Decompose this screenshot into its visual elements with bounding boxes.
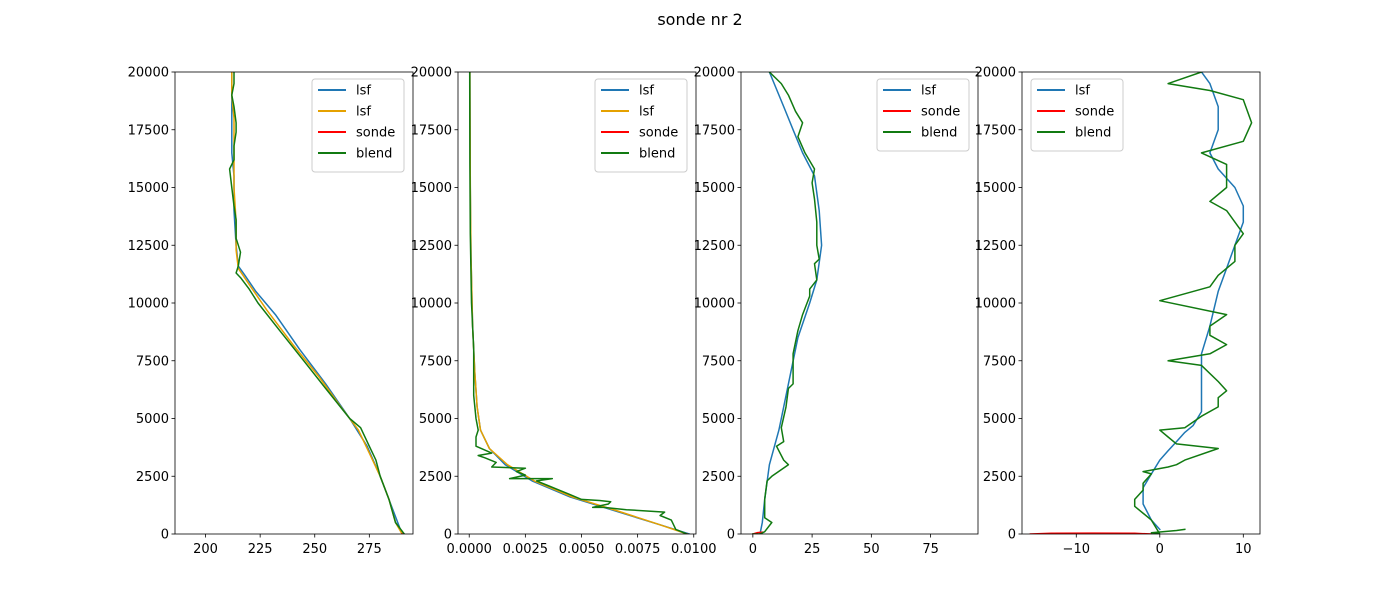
y-tick-label: 10000: [694, 297, 735, 312]
y-tick-label: 12500: [975, 239, 1016, 254]
series-line-blend: [1133, 72, 1253, 534]
y-tick-label: 5000: [702, 412, 735, 427]
subplot-1: 0 2500 5000 7500 10000 12500 15000 17500 20000 20…: [128, 66, 414, 557]
legend-label: sonde: [1075, 105, 1114, 120]
y-tick-label: 7500: [983, 354, 1016, 369]
x-tick-label: 0.0025: [503, 542, 549, 557]
x-tick-label: 25: [804, 542, 821, 557]
figure-title: sonde nr 2: [657, 10, 743, 29]
legend-label: sonde: [921, 105, 960, 120]
series-group: [468, 72, 691, 534]
y-tick-label: 20000: [975, 66, 1016, 81]
legend-label: blend: [1075, 126, 1111, 141]
y-tick-label: 2500: [983, 470, 1016, 485]
legend-label: blend: [639, 147, 675, 162]
subplot-3: 0 2500 5000 7500 10000 12500 15000 17500 20000 0 2…: [694, 66, 979, 557]
y-tick-label: 10000: [411, 297, 452, 312]
legend: lsf lsf sonde blend: [594, 78, 688, 173]
legend-box: [594, 78, 688, 173]
series-line-lsf: [1142, 72, 1245, 531]
y-tick-label: 12500: [411, 239, 452, 254]
legend-label: sonde: [356, 126, 395, 141]
x-tick-label: 0: [749, 542, 757, 557]
y-tick-label: 20000: [411, 66, 452, 81]
y-tick-label: 0: [444, 528, 452, 543]
legend-label: lsf: [356, 84, 371, 99]
legend-label: lsf: [356, 105, 371, 120]
y-tick-label: 17500: [975, 123, 1016, 138]
y-tick-label: 17500: [694, 123, 735, 138]
legend: lsf sonde blend: [1030, 78, 1124, 152]
series-group: [751, 72, 823, 534]
legend-box: [311, 78, 405, 173]
legend-label: sonde: [639, 126, 678, 141]
y-tick-label: 15000: [411, 181, 452, 196]
y-tick-label: 2500: [419, 470, 452, 485]
x-tick-label: 250: [302, 542, 327, 557]
x-tick-label: 0.0050: [559, 542, 605, 557]
subplot-2: 0 2500 5000 7500 10000 12500 15000 17500 20000 0.…: [411, 66, 717, 558]
y-tick-label: 5000: [136, 412, 169, 427]
series-line-blend: [752, 72, 820, 534]
x-tick-label: 275: [357, 542, 382, 557]
subplot-4: 0 2500 5000 7500 10000 12500 15000 17500 20000 −1…: [975, 66, 1261, 557]
y-tick-label: 15000: [975, 181, 1016, 196]
y-tick-label: 7500: [136, 354, 169, 369]
y-tick-label: 2500: [702, 470, 735, 485]
y-tick-label: 20000: [694, 66, 735, 81]
series-group: [1029, 72, 1253, 534]
legend-label: lsf: [639, 105, 654, 120]
series-line-blend: [228, 72, 406, 534]
y-tick-label: 17500: [128, 123, 169, 138]
y-tick-label: 0: [161, 528, 169, 543]
x-tick-label: 0: [1156, 542, 1164, 557]
y-tick-label: 17500: [411, 123, 452, 138]
y-tick-label: 20000: [128, 66, 169, 81]
series-line-sonde: [1029, 532, 1153, 534]
y-tick-label: 7500: [702, 354, 735, 369]
legend: lsf lsf sonde blend: [311, 78, 405, 173]
series-line-blend: [468, 72, 688, 534]
y-tick-label: 12500: [128, 239, 169, 254]
y-tick-label: 0: [727, 528, 735, 543]
y-tick-label: 7500: [419, 354, 452, 369]
x-tick-label: 225: [248, 542, 273, 557]
x-tick-label: 0.0075: [615, 542, 661, 557]
series-group: [228, 72, 406, 534]
legend-label: lsf: [921, 84, 936, 99]
x-tick-label: −10: [1063, 542, 1090, 557]
y-tick-label: 5000: [419, 412, 452, 427]
x-tick-label: 200: [193, 542, 218, 557]
x-tick-label: 0.0000: [446, 542, 492, 557]
y-tick-label: 15000: [694, 181, 735, 196]
y-tick-label: 12500: [694, 239, 735, 254]
x-tick-label: 75: [922, 542, 939, 557]
legend-label: blend: [921, 126, 957, 141]
series-line-lsf: [231, 72, 403, 534]
x-tick-label: 50: [863, 542, 880, 557]
legend-label: lsf: [1075, 84, 1090, 99]
y-tick-label: 15000: [128, 181, 169, 196]
series-line-lsf: [759, 72, 823, 534]
y-tick-label: 5000: [983, 412, 1016, 427]
legend: lsf sonde blend: [876, 78, 970, 152]
x-tick-label: 0.0100: [671, 542, 717, 557]
y-tick-label: 0: [1008, 528, 1016, 543]
y-tick-label: 2500: [136, 470, 169, 485]
legend-label: lsf: [639, 84, 654, 99]
x-tick-label: 10: [1235, 542, 1252, 557]
y-tick-label: 10000: [128, 297, 169, 312]
legend-label: blend: [356, 147, 392, 162]
y-tick-label: 10000: [975, 297, 1016, 312]
